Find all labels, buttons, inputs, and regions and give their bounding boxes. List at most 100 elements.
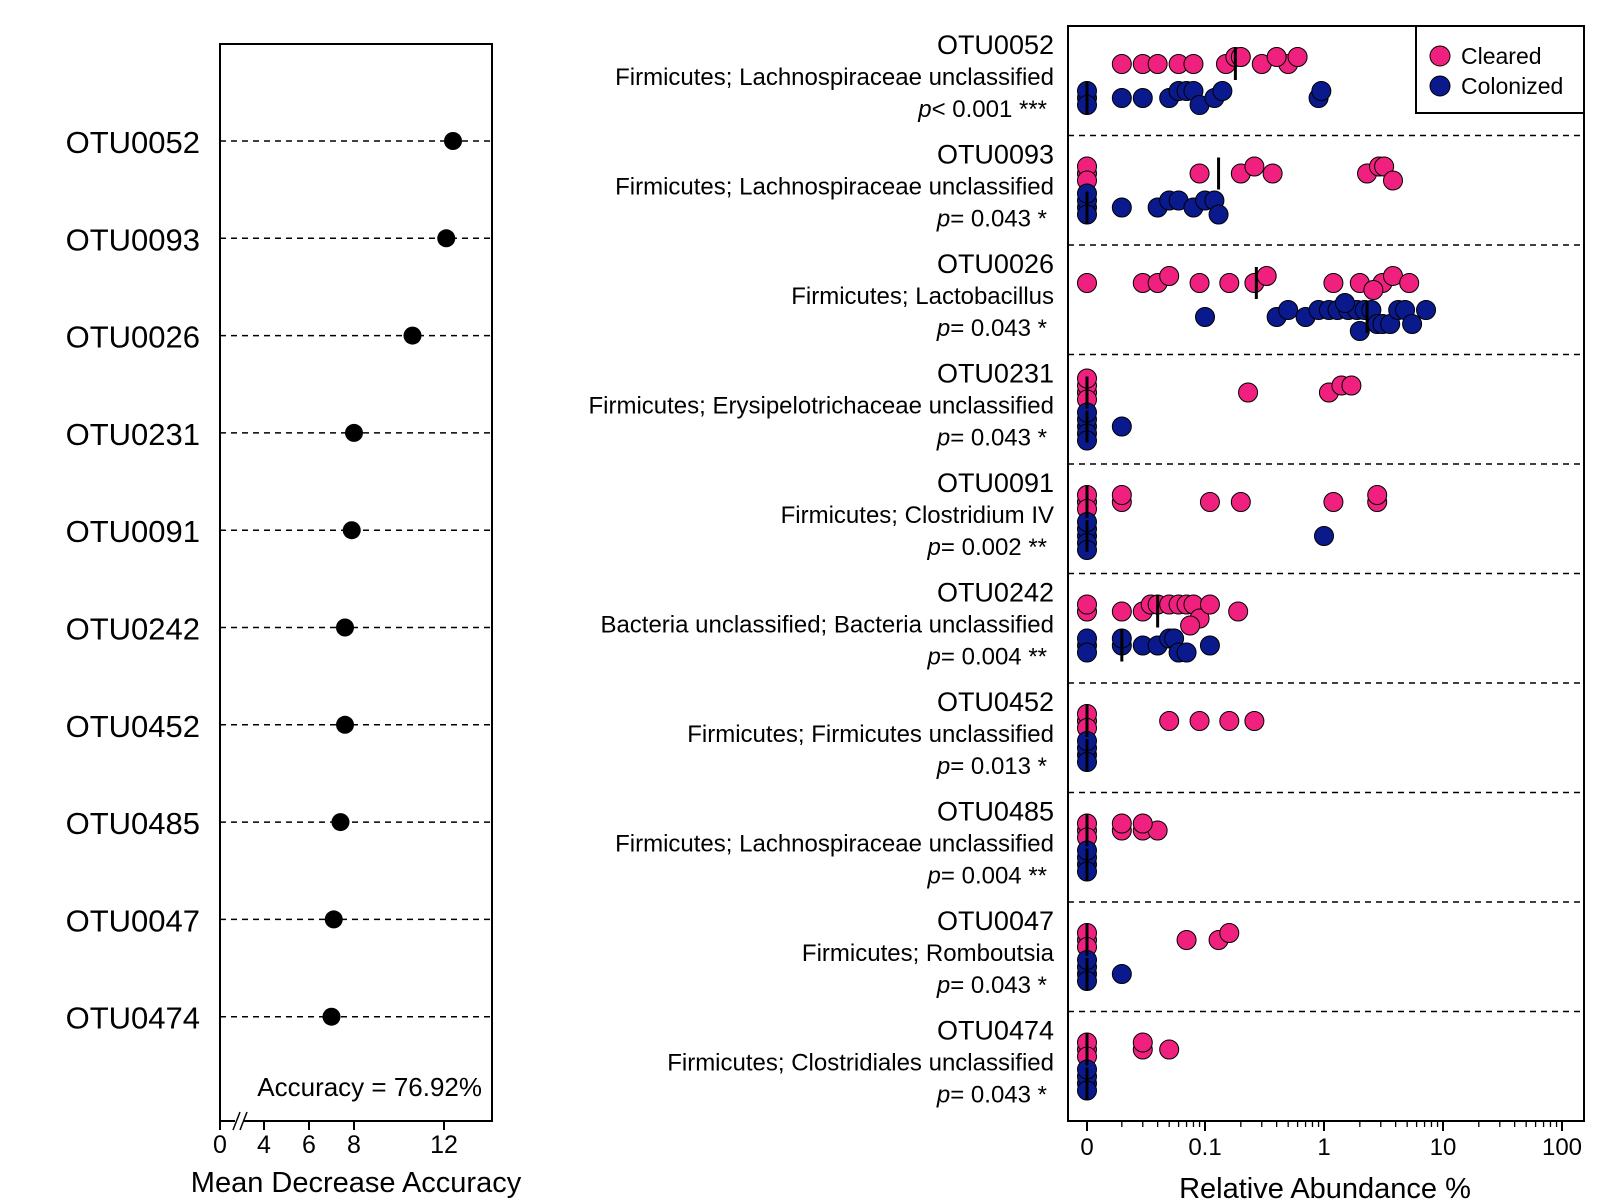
otu-p-value: p= 0.043 * bbox=[936, 206, 1047, 233]
cleared-point bbox=[1199, 492, 1220, 512]
right-x-axis-title: Relative Abundance % bbox=[1179, 1173, 1471, 1200]
otu-name: OTU0093 bbox=[937, 140, 1054, 170]
axis-break-mark bbox=[232, 1111, 241, 1131]
p-symbol: p bbox=[927, 534, 941, 561]
right-tick-label: 1 bbox=[1317, 1134, 1330, 1161]
importance-dot bbox=[342, 521, 361, 540]
colonized-point bbox=[1111, 416, 1132, 437]
cleared-point bbox=[1266, 47, 1287, 67]
otu-name: OTU0242 bbox=[937, 578, 1054, 608]
cleared-point bbox=[1228, 601, 1249, 622]
colonized-point bbox=[1278, 300, 1299, 320]
p-value-text: < 0.001 *** bbox=[932, 96, 1047, 123]
cleared-point bbox=[1323, 492, 1344, 512]
abundance-strip-chart: OTU0052 Firmicutes; Lachnospiraceae uncla… bbox=[588, 25, 1585, 1200]
cleared-point bbox=[1132, 813, 1153, 834]
importance-dot bbox=[444, 132, 462, 150]
p-value-text: = 0.002 ** bbox=[941, 534, 1047, 561]
p-value-text: = 0.043 * bbox=[950, 206, 1047, 233]
importance-dot bbox=[403, 326, 422, 345]
colonized-point bbox=[1111, 88, 1132, 108]
importance-dot bbox=[331, 813, 350, 832]
cleared-point bbox=[1189, 273, 1210, 293]
left-category-label: OTU0026 bbox=[66, 320, 200, 355]
accuracy-annotation: Accuracy = 76.92% bbox=[257, 1072, 482, 1102]
importance-dot bbox=[437, 229, 456, 248]
left-tick-label: 6 bbox=[302, 1131, 316, 1159]
cleared-point bbox=[1111, 813, 1132, 834]
otu-taxonomy: Firmicutes; Erysipelotrichaceae unclassi… bbox=[588, 393, 1054, 420]
otu-taxonomy: Firmicutes; Lactobacillus bbox=[791, 283, 1054, 310]
p-symbol: p bbox=[927, 644, 941, 671]
colonized-point bbox=[1212, 81, 1233, 101]
cleared-point bbox=[1132, 1032, 1153, 1053]
right-tick-label: 0.1 bbox=[1188, 1134, 1221, 1161]
left-tick-label: 12 bbox=[430, 1131, 458, 1159]
legend-swatch-cleared bbox=[1429, 45, 1451, 67]
colonized-point bbox=[1195, 307, 1215, 327]
left-plot-frame bbox=[219, 43, 493, 1122]
axis-break-gap bbox=[235, 1113, 244, 1129]
left-category-label: OTU0093 bbox=[66, 222, 200, 257]
left-category-label: OTU0091 bbox=[66, 514, 200, 549]
abundance-points bbox=[1077, 47, 1437, 1101]
right-tick-label: 10 bbox=[1430, 1134, 1457, 1161]
cleared-point bbox=[1323, 273, 1344, 293]
right-tick-label: 0 bbox=[1080, 1134, 1093, 1161]
colonized-point bbox=[1349, 321, 1370, 341]
cleared-point bbox=[1244, 711, 1265, 731]
right-tick-label: 100 bbox=[1542, 1134, 1582, 1161]
otu-taxonomy: Firmicutes; Lachnospiraceae unclassified bbox=[615, 831, 1054, 858]
p-symbol: p bbox=[917, 96, 931, 123]
otu-name: OTU0485 bbox=[937, 797, 1054, 827]
left-category-label: OTU0052 bbox=[66, 125, 200, 160]
otu-p-value: p< 0.001 *** bbox=[917, 96, 1047, 123]
colonized-point bbox=[1208, 204, 1229, 225]
p-value-text: = 0.004 ** bbox=[941, 863, 1047, 890]
p-value-text: = 0.043 * bbox=[950, 425, 1047, 452]
cleared-point bbox=[1238, 382, 1259, 403]
otu-name: OTU0026 bbox=[937, 249, 1054, 279]
otu-p-value: p= 0.013 * bbox=[936, 753, 1047, 780]
otu-taxonomy: Firmicutes; Clostridiales unclassified bbox=[667, 1050, 1054, 1077]
otu-labels: OTU0052 Firmicutes; Lachnospiraceae uncla… bbox=[588, 30, 1054, 1109]
cleared-point bbox=[1111, 54, 1132, 74]
p-symbol: p bbox=[936, 753, 950, 780]
left-category-label: OTU0242 bbox=[66, 612, 200, 647]
colonized-point bbox=[1311, 81, 1332, 101]
cleared-point bbox=[1219, 923, 1240, 943]
cleared-point bbox=[1189, 711, 1210, 731]
colonized-point bbox=[1334, 293, 1355, 313]
cleared-point bbox=[1199, 594, 1220, 615]
cleared-point bbox=[1382, 170, 1403, 191]
cleared-point bbox=[1367, 485, 1388, 505]
cleared-point bbox=[1147, 54, 1168, 74]
otu-name: OTU0091 bbox=[937, 468, 1054, 498]
colonized-point bbox=[1314, 526, 1334, 546]
left-x-axis: 0 4 6 8 12 bbox=[213, 1111, 492, 1159]
importance-dot bbox=[336, 715, 354, 734]
legend-label-colonized: Colonized bbox=[1461, 73, 1563, 99]
cleared-point bbox=[1077, 594, 1097, 615]
panel-dividers bbox=[1068, 134, 1584, 1013]
p-value-text: = 0.013 * bbox=[950, 753, 1047, 780]
p-symbol: p bbox=[936, 425, 950, 452]
importance-dot bbox=[324, 910, 343, 929]
otu-name: OTU0452 bbox=[937, 687, 1054, 717]
cleared-point bbox=[1363, 280, 1384, 300]
otu-taxonomy: Firmicutes; Clostridium IV bbox=[781, 502, 1054, 529]
otu-taxonomy: Firmicutes; Lachnospiraceae unclassified bbox=[615, 174, 1054, 201]
cleared-point bbox=[1077, 273, 1097, 293]
left-category-label: OTU0485 bbox=[66, 806, 200, 841]
colonized-point bbox=[1077, 642, 1097, 663]
p-symbol: p bbox=[936, 206, 950, 233]
colonized-point bbox=[1111, 964, 1132, 984]
otu-taxonomy: Bacteria unclassified; Bacteria unclassi… bbox=[600, 612, 1054, 639]
otu-p-value: p= 0.043 * bbox=[936, 425, 1047, 452]
legend-swatch-colonized bbox=[1429, 75, 1451, 97]
cleared-point bbox=[1180, 615, 1201, 636]
cleared-point bbox=[1183, 54, 1204, 74]
left-category-label: OTU0474 bbox=[66, 1001, 200, 1036]
otu-p-value: p= 0.043 * bbox=[936, 315, 1047, 342]
